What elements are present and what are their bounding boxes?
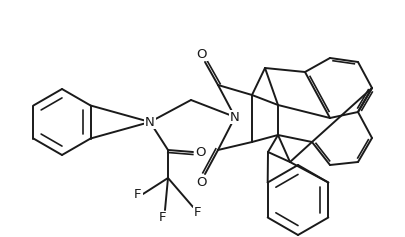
Text: F: F: [159, 211, 166, 224]
Text: O: O: [196, 47, 207, 60]
Text: F: F: [134, 187, 141, 201]
Text: N: N: [145, 115, 154, 128]
Text: F: F: [194, 206, 201, 219]
Text: N: N: [230, 110, 239, 123]
Text: O: O: [195, 146, 206, 159]
Text: O: O: [196, 176, 207, 188]
